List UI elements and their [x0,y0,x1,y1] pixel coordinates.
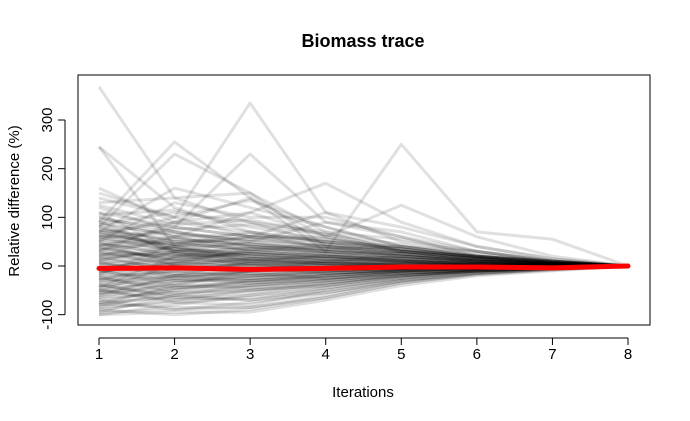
x-axis: 1 2 3 4 5 6 7 8 [95,337,632,363]
trace-line-119 [98,235,629,277]
trace-line-4 [98,186,629,268]
trace-line-113 [98,203,629,268]
trace-line-79 [98,228,629,268]
trace-line-101 [98,257,629,274]
trace-line-85 [98,254,629,278]
trace-lines [97,86,629,317]
trace-line-8 [98,211,629,268]
trace-line-115 [98,264,629,317]
trace-line-9 [98,215,629,268]
trace-line-13 [98,152,629,268]
trace-line-25 [98,237,629,268]
trace-line-6 [98,191,629,268]
trace-line-11 [97,152,629,268]
trace-line-18 [98,201,629,268]
trace-line-51 [98,254,629,297]
trace-line-77 [98,237,629,268]
chart-title: Biomass trace [301,31,424,51]
trace-line-90 [98,232,629,268]
trace-line-89 [98,237,629,268]
trace-line-14 [98,142,629,268]
trace-line-52 [98,254,629,307]
trace-line-91 [98,239,629,268]
trace-line-78 [98,232,629,268]
trace-line-87 [98,247,629,268]
trace-line-26 [98,249,629,268]
trace-line-39 [98,264,629,317]
trace-line-114 [98,208,629,268]
trace-line-102 [98,252,629,268]
trace-line-54 [98,245,629,283]
y-tick-label-100: 100 [39,205,56,230]
y-tick-label-0: 0 [39,262,56,270]
trace-line-66 [98,211,629,268]
trace-line-27 [98,247,629,268]
trace-line-65 [98,215,629,268]
trace-line-15 [98,181,629,268]
x-tick-label-8: 8 [624,346,632,363]
trace-line-19 [98,211,629,268]
trace-line-17 [98,186,629,268]
trace-line-1 [97,86,629,268]
trace-line-64 [98,220,629,268]
trace-line-28 [98,252,629,268]
trace-line-112 [98,191,629,268]
trace-line-53 [98,245,629,290]
y-tick-label--100: -100 [39,300,56,330]
x-tick-label-5: 5 [397,346,405,363]
x-tick-label-6: 6 [473,346,481,363]
trace-line-21 [98,228,629,268]
trace-line-103 [98,250,629,268]
mean-trace [96,263,631,272]
y-tick-label-200: 200 [39,156,56,181]
x-tick-label-7: 7 [548,346,556,363]
trace-line-117 [98,223,629,268]
trace-line-120 [98,242,629,293]
trace-line-12 [98,101,629,268]
trace-line-16 [98,203,629,268]
trace-line-92 [98,234,629,268]
y-tick-label-300: 300 [39,107,56,132]
trace-line-38 [98,264,629,314]
trace-line-22 [98,230,629,268]
trace-line-118 [98,220,629,268]
trace-line-86 [98,252,629,270]
trace-line-20 [98,211,629,268]
trace-line-5 [98,196,629,268]
x-tick-label-3: 3 [246,346,254,363]
y-axis-label: Relative difference (%) [6,125,23,276]
y-axis: -100 0 100 200 300 [39,107,66,330]
trace-line-23 [98,230,629,268]
trace-line-88 [98,242,629,268]
plot-frame [77,74,651,326]
x-tick-label-1: 1 [95,346,103,363]
x-axis-label: Iterations [332,384,394,401]
trace-line-24 [98,242,629,268]
trace-line-2 [98,145,629,268]
mean-trace-line [96,263,631,272]
trace-line-80 [98,223,629,268]
trace-line-10 [97,140,629,268]
trace-line-7 [98,206,629,268]
x-tick-label-4: 4 [322,346,330,363]
x-tick-label-2: 2 [170,346,178,363]
